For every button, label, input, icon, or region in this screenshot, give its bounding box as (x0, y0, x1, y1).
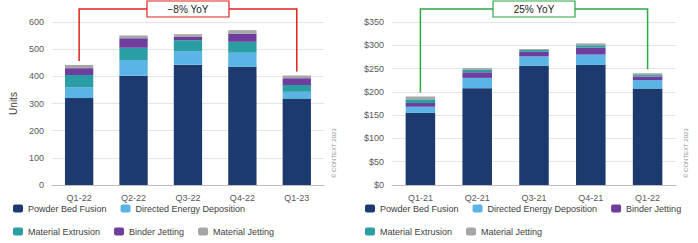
svg-text:$300: $300 (364, 40, 384, 50)
svg-text:−8% YoY: −8% YoY (168, 4, 209, 15)
svg-text:100: 100 (29, 153, 44, 163)
svg-text:0: 0 (39, 180, 44, 190)
svg-text:200: 200 (29, 126, 44, 136)
svg-text:Directed Energy Deposition: Directed Energy Deposition (136, 204, 246, 214)
svg-text:25% YoY: 25% YoY (514, 4, 555, 15)
svg-text:© CONTEXT 2023: © CONTEXT 2023 (331, 128, 337, 178)
svg-text:$50: $50 (369, 157, 384, 167)
svg-text:600: 600 (29, 17, 44, 27)
svg-text:© CONTEXT 2023: © CONTEXT 2023 (683, 128, 689, 178)
svg-text:Q3-22: Q3-22 (175, 193, 200, 203)
svg-text:$150: $150 (364, 110, 384, 120)
svg-text:Binder Jetting: Binder Jetting (129, 227, 184, 237)
svg-text:Q3-21: Q3-21 (521, 193, 546, 203)
svg-text:Directed Energy Deposition: Directed Energy Deposition (488, 204, 598, 214)
svg-text:500: 500 (29, 44, 44, 54)
svg-text:$250: $250 (364, 64, 384, 74)
svg-text:Q1-21: Q1-21 (408, 193, 433, 203)
svg-text:Powder Bed Fusion: Powder Bed Fusion (28, 204, 107, 214)
svg-text:$200: $200 (364, 87, 384, 97)
svg-text:$0: $0 (374, 180, 384, 190)
svg-text:Powder Bed Fusion: Powder Bed Fusion (380, 204, 459, 214)
svg-text:Q1-22: Q1-22 (67, 193, 92, 203)
svg-text:Q4-22: Q4-22 (230, 193, 255, 203)
svg-text:Material Extrusion: Material Extrusion (380, 227, 452, 237)
svg-text:Q1-23: Q1-23 (284, 193, 309, 203)
svg-text:Material Jetting: Material Jetting (481, 227, 542, 237)
svg-text:Units: Units (8, 92, 19, 115)
svg-text:300: 300 (29, 99, 44, 109)
svg-text:Material Extrusion: Material Extrusion (28, 227, 100, 237)
svg-text:Q2-21: Q2-21 (465, 193, 490, 203)
svg-text:400: 400 (29, 71, 44, 81)
svg-text:Q1-22: Q1-22 (635, 193, 660, 203)
svg-text:Q2-22: Q2-22 (121, 193, 146, 203)
svg-text:$350: $350 (364, 17, 384, 27)
svg-text:$100: $100 (364, 133, 384, 143)
svg-text:Q4-21: Q4-21 (578, 193, 603, 203)
svg-text:Binder Jetting: Binder Jetting (626, 204, 681, 214)
svg-text:Material Jetting: Material Jetting (213, 227, 274, 237)
